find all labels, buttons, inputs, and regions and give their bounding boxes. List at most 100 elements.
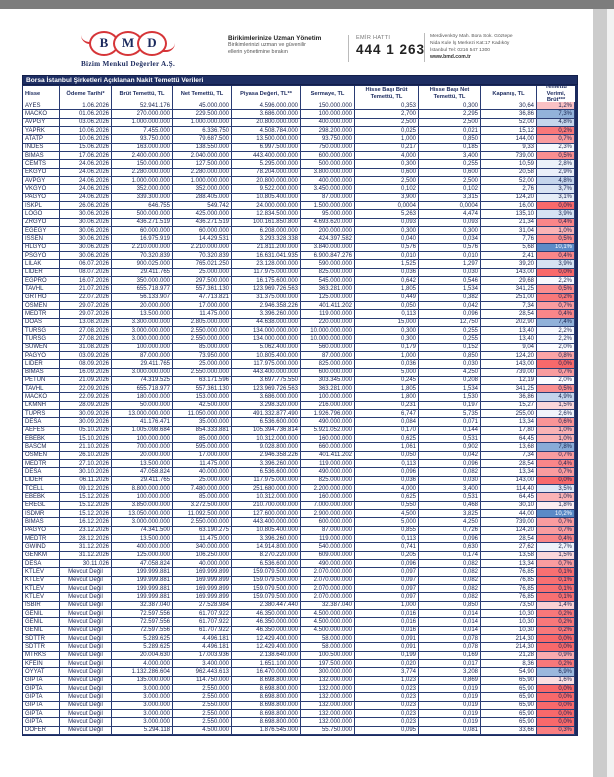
cell-sermaye: 132.000.000	[301, 676, 355, 685]
cell-hisse-basi-net: 0,102	[419, 185, 481, 194]
cell-odeme-tarihi: 03.09.2026	[60, 351, 112, 361]
cell-piyasa-degeri: 443.400.000.000	[232, 151, 301, 161]
cell-temettu-verimi: 3,9%	[537, 260, 575, 269]
cell-hisse-basi-brut: 0,353	[355, 102, 419, 111]
cell-hisse-basi-brut: 0,550	[355, 501, 419, 511]
cell-odeme-tarihi: 30.11.026	[60, 560, 112, 569]
slogan-block: Birikimlerinize Uzman Yönetim Birikimler…	[228, 35, 344, 56]
cell-temettu-verimi: 3,7%	[537, 185, 575, 194]
website-link[interactable]: www.bmd.com.tr	[430, 54, 471, 61]
cell-net-temettu: 106.250.000	[173, 551, 232, 561]
cell-odeme-tarihi: Mevcut Değil	[60, 651, 112, 660]
cell-hisse-basi-brut: 5,000	[355, 368, 419, 377]
cell-hisse: OYYAT	[23, 668, 60, 677]
cell-hisse: TCELL	[23, 485, 60, 494]
cell-piyasa-degeri: 1.651.100.000	[232, 659, 301, 669]
cell-hisse-basi-net: 0,531	[419, 435, 481, 444]
cell-hisse-basi-brut: 1,000	[355, 601, 419, 611]
cell-piyasa-degeri: 6.536.600.000	[232, 418, 301, 427]
cell-hisse: GIPTA	[23, 718, 60, 727]
cell-odeme-tarihi: 30.10.2026	[60, 468, 112, 477]
cell-kapanis: 341,25	[481, 285, 537, 294]
cell-hisse-basi-brut: 0,036	[355, 476, 419, 486]
cell-hisse-basi-brut: 1,023	[355, 676, 419, 685]
cell-piyasa-degeri: 44.638.000.000	[232, 318, 301, 327]
cell-brut-temettu: 500.000.000	[112, 210, 173, 219]
cell-odeme-tarihi: 23.12.2026	[60, 526, 112, 536]
cell-hisse: ISKPL	[23, 201, 60, 211]
cell-temettu-verimi: 0,2%	[537, 610, 575, 619]
cell-kapanis: 52,00	[481, 176, 537, 186]
cell-kapanis: 13,40	[481, 335, 537, 344]
header-divider	[348, 35, 349, 62]
cell-hisse-basi-net: 0,726	[419, 526, 481, 536]
cell-hisse-basi-net: 0,850	[419, 601, 481, 611]
cell-temettu-verimi: 1,0%	[537, 426, 575, 436]
cell-hisse: AYES	[23, 102, 60, 111]
cell-brut-temettu: 3.000.000	[112, 701, 173, 710]
cell-sermaye: 490.000.000	[301, 468, 355, 477]
cell-hisse-basi-net: 0,082	[419, 468, 481, 477]
cell-kapanis: 124,20	[481, 351, 537, 361]
cell-piyasa-degeri: 10.805.400.000	[232, 351, 301, 361]
cell-temettu-verimi: 0,8%	[537, 351, 575, 361]
cell-sermaye: 2.070.000.000	[301, 585, 355, 594]
cell-hisse-basi-brut: 6,747	[355, 410, 419, 419]
cell-odeme-tarihi: Mevcut Değil	[60, 576, 112, 586]
cell-net-temettu: 3.400.000	[173, 659, 232, 669]
cell-odeme-tarihi: 30.06.2026	[60, 210, 112, 219]
cell-net-temettu: 854.333.881	[173, 426, 232, 436]
cell-net-temettu: 40.000.000	[173, 560, 232, 569]
cell-sermaye: 58.000.000	[301, 643, 355, 652]
cell-temettu-verimi: 1,2%	[537, 102, 575, 111]
cell-hisse-basi-brut: 0,096	[355, 560, 419, 569]
column-header-net-temettu: Net Temettü, TL	[173, 86, 232, 102]
cell-brut-temettu: 16.975.919	[112, 235, 173, 244]
order-line-block: EMİR HATTI 444 1 263	[356, 35, 425, 57]
cell-piyasa-degeri: 100.161.850.800	[232, 218, 301, 227]
cell-kapanis: 76,85	[481, 593, 537, 602]
cell-hisse-basi-net: 0,093	[419, 218, 481, 227]
cell-hisse-basi-brut: 3,900	[355, 193, 419, 202]
cell-temettu-verimi: 0,7%	[537, 135, 575, 144]
cell-temettu-verimi: 2,2%	[537, 326, 575, 336]
cell-hisse-basi-net: 0,546	[419, 276, 481, 286]
cell-piyasa-degeri: 16.631.041.935	[232, 251, 301, 261]
cell-odeme-tarihi: 28.12.2026	[60, 535, 112, 544]
cell-piyasa-degeri: 8.698.800.000	[232, 684, 301, 694]
cell-sermaye: 3.840.000.000	[301, 243, 355, 252]
cell-net-temettu: 61.707.922	[173, 626, 232, 635]
cell-sermaye: 540.000.000	[301, 543, 355, 552]
cell-hisse-basi-brut: 0,050	[355, 301, 419, 311]
cell-hisse: GENIL	[23, 610, 60, 619]
cell-hisse-basi-net: 3,208	[419, 668, 481, 677]
cell-hisse-basi-net: 0,082	[419, 593, 481, 602]
cell-hisse-basi-brut: 0,449	[355, 293, 419, 302]
cell-temettu-verimi: 4,8%	[537, 176, 575, 186]
cell-kapanis: 135,10	[481, 210, 537, 219]
cell-brut-temettu: 29.411.765	[112, 360, 173, 369]
cell-piyasa-degeri: 159.079.500.000	[232, 568, 301, 577]
cell-net-temettu: 138.550.000	[173, 143, 232, 152]
cell-kapanis: 29,68	[481, 276, 537, 286]
cell-kapanis: 65,90	[481, 693, 537, 702]
cell-hisse: MEDTR	[23, 310, 60, 319]
cell-temettu-verimi: 2,2%	[537, 276, 575, 286]
cell-hisse-basi-net: 2,295	[419, 110, 481, 119]
cell-kapanis: 202,90	[481, 318, 537, 327]
cell-hisse-basi-net: 0,0004	[419, 201, 481, 211]
cell-brut-temettu: 1.005.098.684	[112, 426, 173, 436]
cell-odeme-tarihi: 24.06.2026	[60, 168, 112, 177]
cell-net-temettu: 2.550.000.000	[173, 326, 232, 336]
cell-hisse-basi-brut: 0,016	[355, 618, 419, 627]
cell-sermaye: 3.800.000.000	[301, 168, 355, 177]
cell-brut-temettu: 125.000.000	[112, 551, 173, 561]
cell-sermaye: 100.500.000	[301, 651, 355, 660]
cell-brut-temettu: 32.387.040	[112, 601, 173, 611]
cell-hisse-basi-brut: 0,102	[355, 185, 419, 194]
cell-hisse: OSMEN	[23, 451, 60, 461]
cell-net-temettu: 14.429.531	[173, 235, 232, 244]
cell-net-temettu: 557.361.130	[173, 385, 232, 394]
cell-hisse-basi-net: 0,300	[419, 102, 481, 111]
cell-sermaye: 220.000.000	[301, 318, 355, 327]
